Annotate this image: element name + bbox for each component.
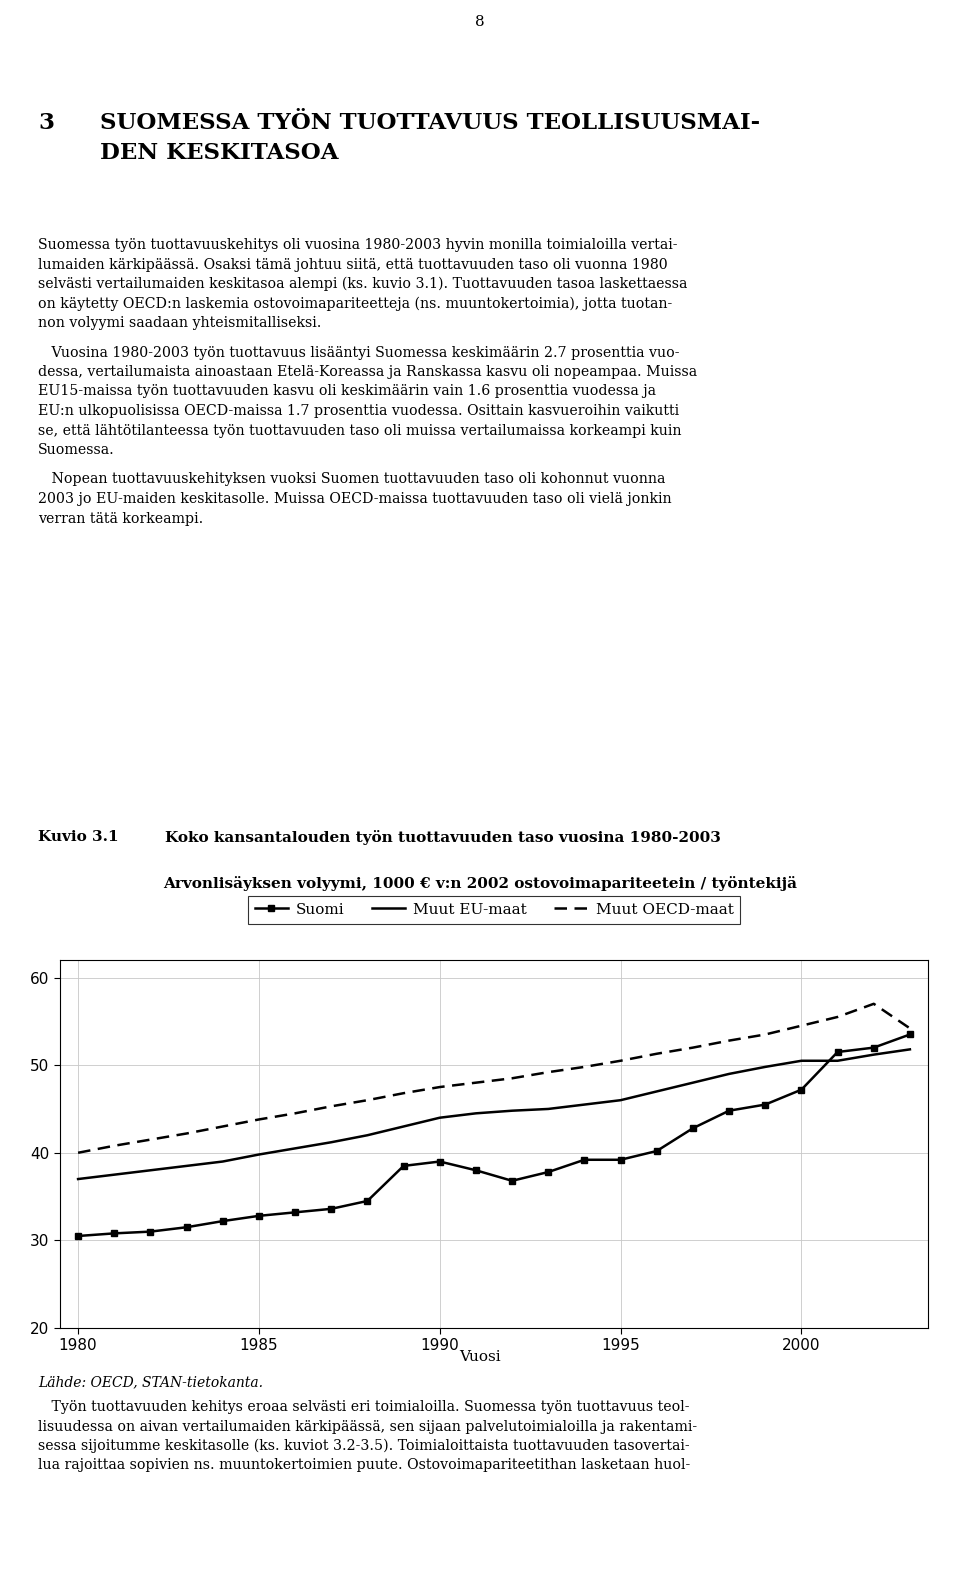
Text: Lähde: OECD, STAN-tietokanta.: Lähde: OECD, STAN-tietokanta. [38,1374,263,1388]
Text: non volyymi saadaan yhteismitalliseksi.: non volyymi saadaan yhteismitalliseksi. [38,317,322,329]
Text: 8: 8 [475,16,485,28]
Text: Suomessa.: Suomessa. [38,443,115,457]
Text: DEN KESKITASOA: DEN KESKITASOA [100,142,339,164]
Text: Vuosi: Vuosi [459,1351,501,1363]
Text: EU15-maissa työn tuottavuuden kasvu oli keskimäärin vain 1.6 prosenttia vuodessa: EU15-maissa työn tuottavuuden kasvu oli … [38,385,656,399]
Text: sessa sijoitumme keskitasolle (ks. kuviot 3.2-3.5). Toimialoittaista tuottavuude: sessa sijoitumme keskitasolle (ks. kuvio… [38,1439,689,1453]
Text: lisuudessa on aivan vertailumaiden kärkipäässä, sen sijaan palvelutoimialoilla j: lisuudessa on aivan vertailumaiden kärki… [38,1420,697,1434]
Text: Vuosina 1980-2003 työn tuottavuus lisääntyi Suomessa keskimäärin 2.7 prosenttia : Vuosina 1980-2003 työn tuottavuus lisään… [38,345,680,359]
Text: SUOMESSA TYÖN TUOTTAVUUS TEOLLISUUSMAI-: SUOMESSA TYÖN TUOTTAVUUS TEOLLISUUSMAI- [100,112,760,134]
Text: dessa, vertailumaista ainoastaan Etelä-Koreassa ja Ranskassa kasvu oli nopeampaa: dessa, vertailumaista ainoastaan Etelä-K… [38,366,697,378]
Text: Työn tuottavuuden kehitys eroaa selvästi eri toimialoilla. Suomessa työn tuottav: Työn tuottavuuden kehitys eroaa selvästi… [38,1399,689,1414]
Text: lumaiden kärkipäässä. Osaksi tämä johtuu siitä, että tuottavuuden taso oli vuonn: lumaiden kärkipäässä. Osaksi tämä johtuu… [38,257,668,271]
Text: EU:n ulkopuolisissa OECD-maissa 1.7 prosenttia vuodessa. Osittain kasvueroihin v: EU:n ulkopuolisissa OECD-maissa 1.7 pros… [38,403,679,418]
Text: 2003 jo EU-maiden keskitasolle. Muissa OECD-maissa tuottavuuden taso oli vielä j: 2003 jo EU-maiden keskitasolle. Muissa O… [38,492,672,506]
Text: lua rajoittaa sopivien ns. muuntokertoimien puute. Ostovoimapariteetithan lasket: lua rajoittaa sopivien ns. muuntokertoim… [38,1458,690,1472]
Text: Nopean tuottavuuskehityksen vuoksi Suomen tuottavuuden taso oli kohonnut vuonna: Nopean tuottavuuskehityksen vuoksi Suome… [38,473,665,487]
Text: Suomessa työn tuottavuuskehitys oli vuosina 1980-2003 hyvin monilla toimialoilla: Suomessa työn tuottavuuskehitys oli vuos… [38,238,678,252]
Legend: Suomi, Muut EU-maat, Muut OECD-maat: Suomi, Muut EU-maat, Muut OECD-maat [248,895,740,924]
Text: on käytetty OECD:n laskemia ostovoimapariteetteja (ns. muuntokertoimia), jotta t: on käytetty OECD:n laskemia ostovoimapar… [38,296,672,310]
Text: verran tätä korkeampi.: verran tätä korkeampi. [38,512,204,525]
Text: Koko kansantalouden työn tuottavuuden taso vuosina 1980-2003: Koko kansantalouden työn tuottavuuden ta… [165,831,721,845]
Text: se, että lähtötilanteessa työn tuottavuuden taso oli muissa vertailumaissa korke: se, että lähtötilanteessa työn tuottavuu… [38,424,682,438]
Text: 3: 3 [38,112,54,134]
Text: Arvonlisäyksen volyymi, 1000 € v:n 2002 ostovoimapariteetein / työntekijä: Arvonlisäyksen volyymi, 1000 € v:n 2002 … [163,876,797,890]
Text: Kuvio 3.1: Kuvio 3.1 [38,831,119,845]
Text: selvästi vertailumaiden keskitasoa alempi (ks. kuvio 3.1). Tuottavuuden tasoa la: selvästi vertailumaiden keskitasoa alemp… [38,277,687,292]
